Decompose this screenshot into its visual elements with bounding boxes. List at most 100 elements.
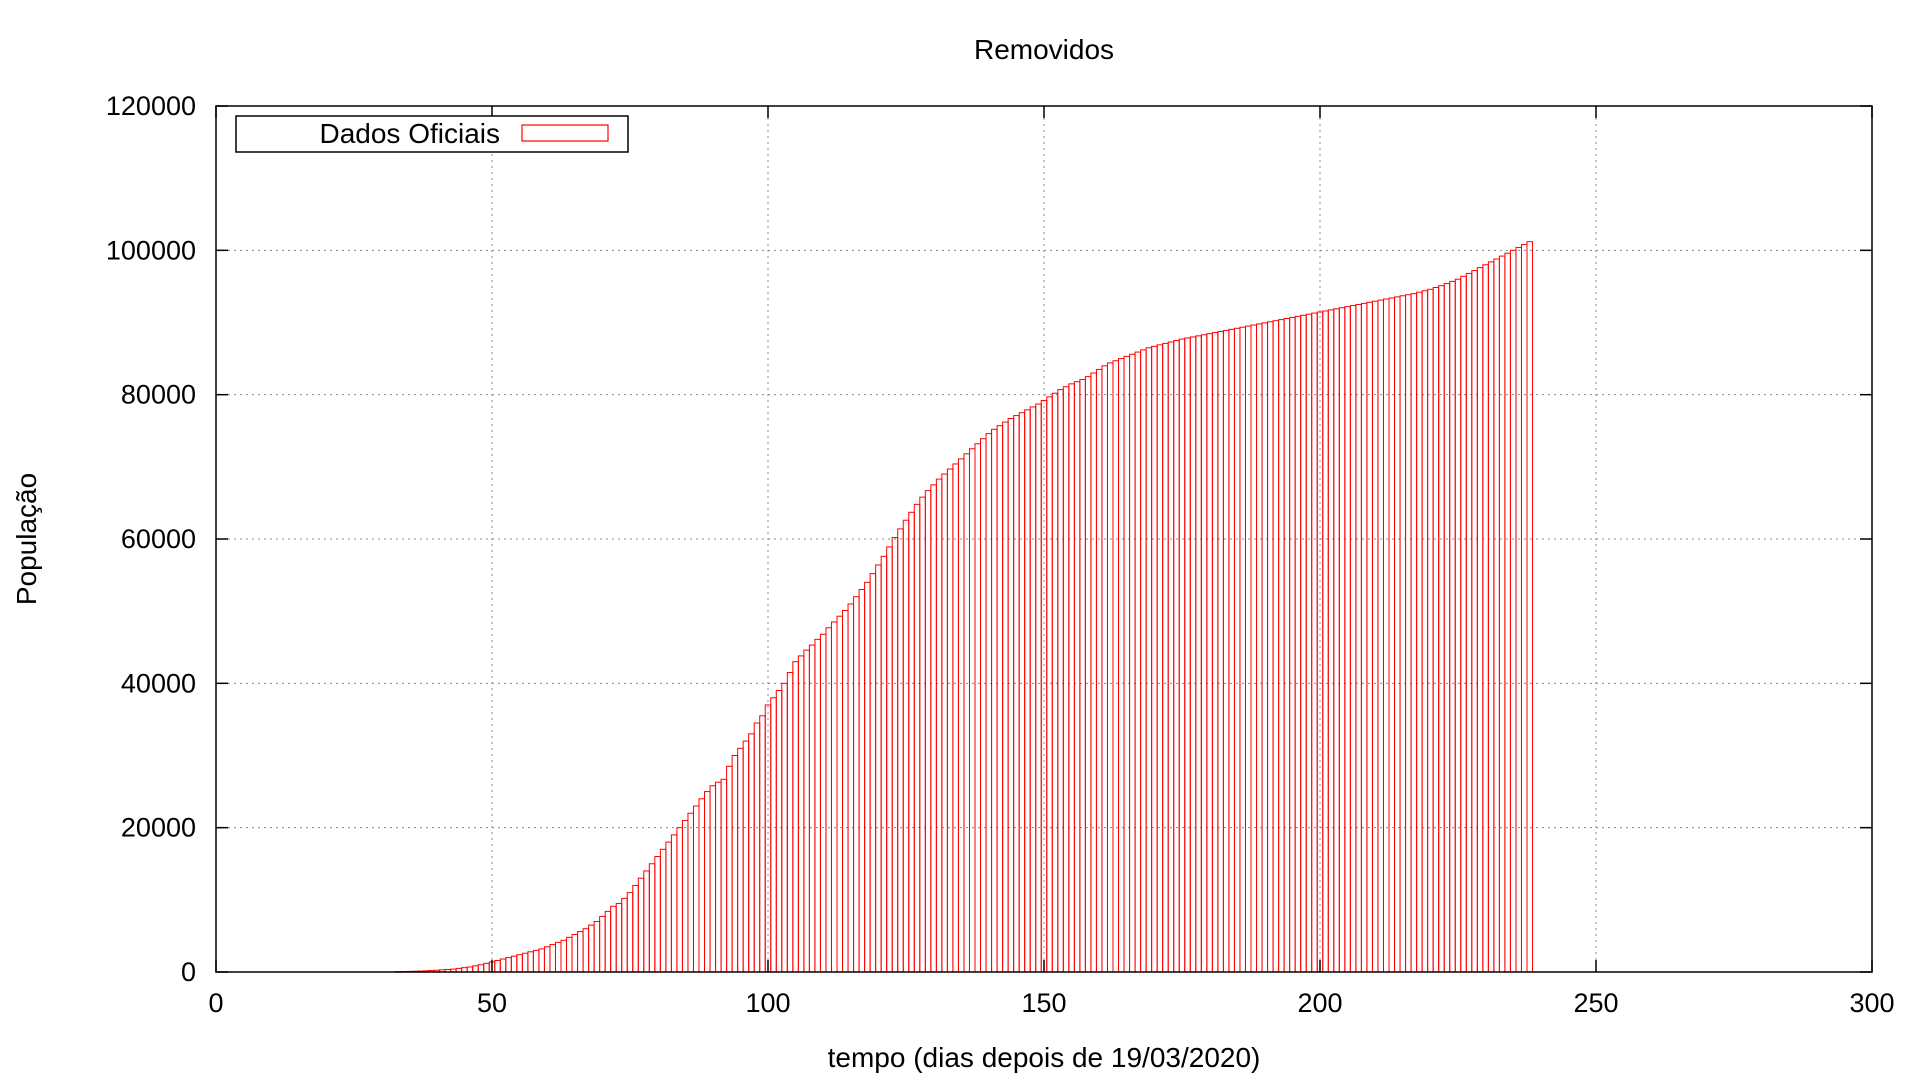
bar <box>1244 325 1252 973</box>
bar <box>604 910 612 973</box>
bar <box>1118 358 1125 973</box>
x-tick-label: 100 <box>745 988 790 1018</box>
bar <box>1101 365 1108 973</box>
bar <box>505 957 512 973</box>
bar <box>1449 280 1456 973</box>
bar <box>748 733 755 973</box>
bar <box>991 428 998 973</box>
bar <box>1013 415 1020 973</box>
bar <box>654 856 661 973</box>
bar <box>759 715 766 973</box>
bar <box>1018 412 1026 973</box>
bar <box>1173 340 1180 973</box>
bar <box>957 458 965 973</box>
bar <box>1261 322 1269 973</box>
bar <box>1432 286 1440 973</box>
bar <box>1206 333 1213 973</box>
bar <box>770 697 777 973</box>
bar <box>582 928 590 973</box>
bar <box>1095 368 1103 973</box>
bar <box>1454 278 1462 973</box>
bar <box>1123 355 1131 973</box>
bar <box>571 933 579 973</box>
bar <box>880 555 888 973</box>
bar <box>687 812 694 973</box>
bar <box>985 433 993 973</box>
bar <box>1178 338 1186 973</box>
bar <box>1256 323 1263 973</box>
bar <box>477 964 485 973</box>
bar <box>1421 290 1429 973</box>
bar <box>1278 319 1285 973</box>
bar <box>532 949 540 973</box>
bar <box>968 448 976 973</box>
bar <box>499 958 507 973</box>
bar <box>908 511 915 973</box>
legend-label: Dados Oficiais <box>319 118 500 149</box>
y-axis-label: População <box>11 473 42 605</box>
bar <box>1482 264 1489 973</box>
bar <box>1233 327 1241 973</box>
bar <box>775 690 783 973</box>
bar <box>1294 315 1302 973</box>
bar <box>1079 379 1086 973</box>
axis-ticks: 0 50 100 150 200 250 300 0 20000 40000 60000 80000 1… <box>106 91 1895 1018</box>
gridlines <box>216 106 1872 972</box>
y-tick-label: 120000 <box>106 91 196 121</box>
bar <box>698 798 706 973</box>
bar <box>554 941 562 973</box>
bar <box>1476 267 1484 973</box>
bar <box>1349 305 1357 973</box>
bar <box>974 443 982 973</box>
bar <box>1493 258 1500 973</box>
bar <box>864 581 871 973</box>
bar <box>902 519 910 973</box>
bar <box>858 589 866 973</box>
bar <box>1084 376 1092 973</box>
bar <box>1167 341 1175 973</box>
bar <box>1035 403 1042 973</box>
bar <box>1465 272 1473 973</box>
bar <box>731 755 739 973</box>
y-tick-label: 60000 <box>121 524 196 554</box>
bar-series <box>394 241 1534 973</box>
bar <box>1002 421 1009 973</box>
bar <box>1239 326 1246 973</box>
bar <box>726 765 733 973</box>
bar <box>1134 351 1142 973</box>
bar <box>1388 297 1396 973</box>
x-tick-label: 250 <box>1573 988 1618 1018</box>
bar <box>549 944 556 973</box>
bar <box>1526 241 1534 973</box>
bar <box>919 496 926 973</box>
bar <box>610 905 617 973</box>
legend: Dados Oficiais <box>235 115 629 153</box>
bar <box>869 573 877 973</box>
bar <box>527 951 534 973</box>
bar <box>648 863 656 973</box>
bar <box>643 870 650 973</box>
bar <box>897 528 904 973</box>
bar <box>510 955 518 973</box>
bar <box>935 478 943 973</box>
bar <box>1106 362 1114 973</box>
bar <box>632 884 639 973</box>
bar <box>715 781 722 973</box>
x-tick-label: 50 <box>477 988 507 1018</box>
bar <box>1316 311 1324 973</box>
x-tick-label: 150 <box>1021 988 1066 1018</box>
bar <box>466 966 474 973</box>
bar <box>1112 360 1120 973</box>
bar <box>1151 345 1158 973</box>
bar <box>1062 386 1070 973</box>
bar <box>847 603 855 973</box>
bar <box>1029 406 1037 973</box>
bar <box>1509 249 1517 973</box>
bar <box>1195 335 1202 973</box>
bar <box>1200 334 1208 973</box>
bar <box>797 655 805 973</box>
bar <box>1300 314 1307 973</box>
bar <box>924 490 932 973</box>
bar <box>483 962 490 973</box>
bar <box>1222 329 1230 973</box>
